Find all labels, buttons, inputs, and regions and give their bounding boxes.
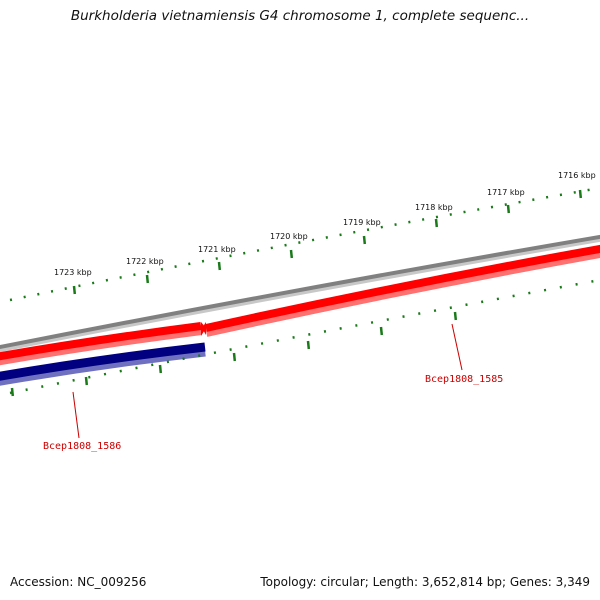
major-tick-3 <box>362 235 367 245</box>
inner-major-tick-6 <box>10 387 15 397</box>
topology-summary: Topology: circular; Length: 3,652,814 bp… <box>260 575 590 589</box>
inner-major-tick-1 <box>379 326 384 336</box>
inner-major-tick-4 <box>158 364 163 374</box>
major-tick-0 <box>578 189 583 199</box>
outer-scale-ring <box>9 186 600 302</box>
major-tick-1 <box>506 204 511 214</box>
kbp-label-1720: 1720 kbp <box>270 232 308 241</box>
gene-bcep1808-1585[interactable] <box>202 244 600 337</box>
kbp-label-1716: 1716 kbp <box>558 171 596 180</box>
inner-major-tick-0 <box>453 311 458 321</box>
accession-text: Accession: NC_009256 <box>10 575 147 589</box>
gene-label-1586[interactable]: Bcep1808_1586 <box>43 441 121 452</box>
gene-label-leader-1586 <box>72 391 80 439</box>
inner-major-ticks <box>10 311 458 397</box>
kbp-label-1723: 1723 kbp <box>54 268 92 277</box>
kbp-label-1719: 1719 kbp <box>343 218 381 227</box>
kbp-label-1718: 1718 kbp <box>415 203 453 212</box>
inner-major-tick-3 <box>232 352 237 362</box>
major-tick-4 <box>289 249 294 259</box>
backbone-ring-shadow <box>0 235 600 353</box>
major-tick-5 <box>217 261 222 271</box>
gene-bcep1808-1585-segment[interactable] <box>0 322 206 366</box>
inner-major-tick-2 <box>306 340 311 350</box>
map-title: Burkholderia vietnamiensis G4 chromosome… <box>70 8 530 24</box>
kbp-label-1717: 1717 kbp <box>487 188 525 197</box>
inner-major-tick-5 <box>84 376 89 386</box>
gene-bcep1808-1586[interactable] <box>0 342 206 386</box>
major-tick-7 <box>72 285 77 295</box>
major-ticks <box>72 189 583 295</box>
major-tick-6 <box>145 274 150 284</box>
major-tick-2 <box>434 218 439 228</box>
kbp-label-1722: 1722 kbp <box>126 257 164 266</box>
kbp-labels: 1716 kbp 1717 kbp 1718 kbp 1719 kbp 1720… <box>54 171 596 277</box>
gene-label-1585[interactable]: Bcep1808_1585 <box>425 374 503 385</box>
gene-label-leader-1585 <box>451 323 463 371</box>
kbp-label-1721: 1721 kbp <box>198 245 236 254</box>
backbone-ring <box>0 234 600 350</box>
